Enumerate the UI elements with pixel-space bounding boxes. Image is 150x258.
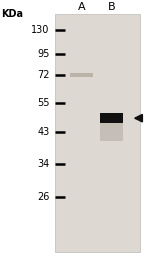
- Text: 72: 72: [37, 70, 50, 80]
- Bar: [100, 115, 123, 141]
- Text: KDa: KDa: [2, 9, 24, 19]
- Bar: [70, 73, 93, 77]
- Text: A: A: [78, 2, 85, 12]
- Bar: [55, 14, 140, 252]
- Text: B: B: [108, 2, 116, 12]
- Text: 55: 55: [37, 98, 50, 108]
- Text: 43: 43: [37, 127, 50, 136]
- Text: 34: 34: [37, 159, 50, 169]
- Text: 95: 95: [37, 49, 50, 59]
- Bar: [100, 113, 123, 123]
- Text: 26: 26: [37, 192, 50, 202]
- Text: 130: 130: [31, 25, 50, 35]
